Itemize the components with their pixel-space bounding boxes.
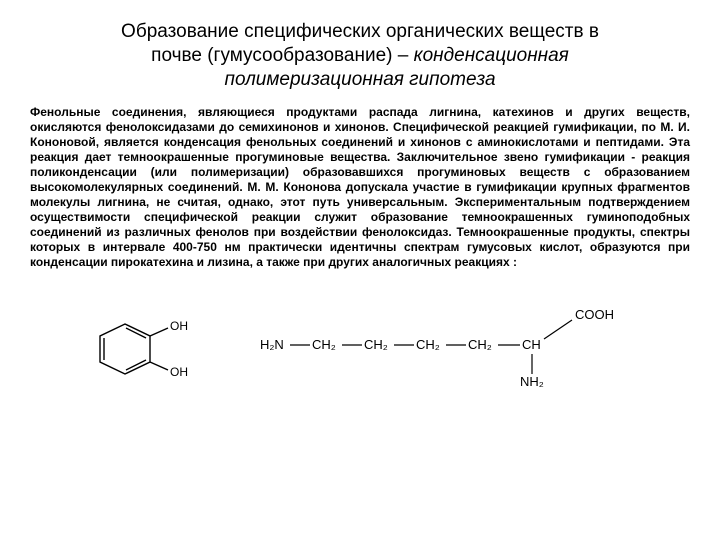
body-paragraph: Фенольные соединения, являющиеся продукт… [30,105,690,270]
title-line2: почве (гумусообразование) – [151,45,413,66]
lysine-cooh: COOH [575,307,614,322]
chemistry-figures: OH OH H₂N CH₂ CH₂ CH₂ CH₂ CH COOH NH₂ [30,294,690,394]
slide-title: Образование специфических органических в… [30,20,690,91]
title-line1: Образование специфических органических в… [121,21,599,42]
title-line2-italic: конденсационная [414,45,569,66]
catechol-structure: OH OH [90,294,200,394]
lysine-ch2-1: CH₂ [312,337,336,352]
title-line3-italic: полимеризационная гипотеза [224,69,495,90]
catechol-oh1: OH [170,319,188,333]
catechol-oh2: OH [170,365,188,379]
lysine-nh2-right: NH₂ [520,374,544,389]
lysine-nh2-left: H₂N [260,337,284,352]
lysine-ch2-3: CH₂ [416,337,440,352]
lysine-ch2-2: CH₂ [364,337,388,352]
lysine-ch: CH [522,337,541,352]
lysine-structure: H₂N CH₂ CH₂ CH₂ CH₂ CH COOH NH₂ [260,294,630,394]
lysine-ch2-4: CH₂ [468,337,492,352]
